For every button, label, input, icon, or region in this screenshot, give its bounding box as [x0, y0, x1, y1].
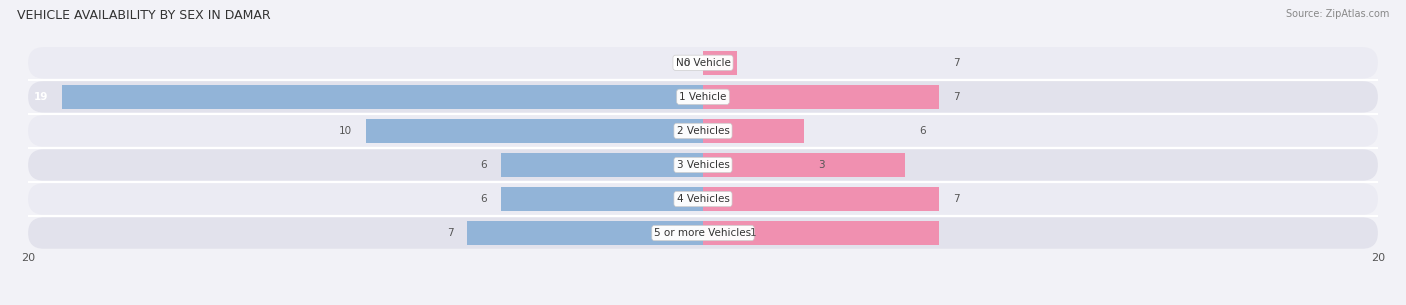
Bar	[501, 153, 703, 177]
Text: 3: 3	[818, 160, 824, 170]
Bar	[703, 84, 939, 109]
Text: 6: 6	[481, 194, 486, 204]
Text: 6: 6	[481, 160, 486, 170]
Bar	[703, 153, 905, 177]
Text: No Vehicle: No Vehicle	[675, 58, 731, 68]
Bar	[703, 221, 939, 245]
Text: 2 Vehicles: 2 Vehicles	[676, 126, 730, 136]
Text: 4 Vehicles: 4 Vehicles	[676, 194, 730, 204]
Text: 1: 1	[751, 228, 756, 238]
Text: 7: 7	[953, 92, 959, 102]
FancyBboxPatch shape	[28, 47, 1378, 78]
FancyBboxPatch shape	[28, 81, 1378, 113]
FancyBboxPatch shape	[28, 149, 1378, 181]
Text: 10: 10	[339, 126, 352, 136]
Text: 3 Vehicles: 3 Vehicles	[676, 160, 730, 170]
Bar	[703, 187, 939, 211]
Bar	[501, 187, 703, 211]
Bar	[467, 221, 703, 245]
Bar	[703, 119, 804, 143]
Text: 1 Vehicle: 1 Vehicle	[679, 92, 727, 102]
Bar	[703, 51, 737, 75]
FancyBboxPatch shape	[28, 217, 1378, 249]
Text: 0: 0	[683, 58, 689, 68]
Text: Source: ZipAtlas.com: Source: ZipAtlas.com	[1285, 9, 1389, 19]
Bar	[366, 119, 703, 143]
Text: 7: 7	[447, 228, 453, 238]
FancyBboxPatch shape	[28, 115, 1378, 147]
Text: 7: 7	[953, 58, 959, 68]
Bar	[62, 84, 703, 109]
Text: 19: 19	[34, 92, 48, 102]
Text: 7: 7	[953, 194, 959, 204]
Text: VEHICLE AVAILABILITY BY SEX IN DAMAR: VEHICLE AVAILABILITY BY SEX IN DAMAR	[17, 9, 270, 22]
Text: 6: 6	[920, 126, 925, 136]
FancyBboxPatch shape	[28, 183, 1378, 215]
Text: 5 or more Vehicles: 5 or more Vehicles	[654, 228, 752, 238]
